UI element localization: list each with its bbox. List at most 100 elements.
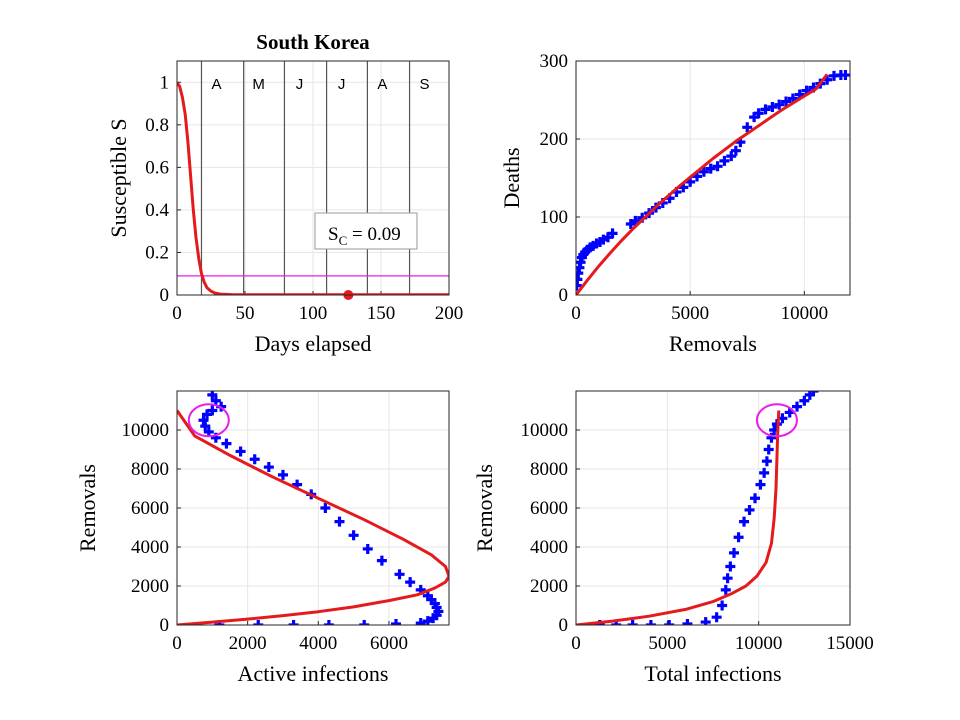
data-point xyxy=(725,561,736,572)
data-point xyxy=(348,530,359,541)
data-point xyxy=(712,161,723,172)
y-tick-label: 0.4 xyxy=(145,200,169,221)
chart-3-removals-vs-active: 0 2000 4000 6000 0 2000 4000 6000 8000 10000 Activ… xyxy=(75,390,450,686)
x-axis-label: Total infections xyxy=(644,661,781,686)
data-point xyxy=(362,543,373,554)
data-point xyxy=(664,620,675,625)
data-point xyxy=(210,395,221,406)
plot-area xyxy=(177,391,449,625)
threshold-value: = 0.09 xyxy=(347,224,400,245)
data-point xyxy=(711,612,722,623)
model-curve xyxy=(576,410,781,625)
data-point xyxy=(722,573,733,584)
chart-title: South Korea xyxy=(256,30,370,54)
data-point xyxy=(799,395,810,406)
y-tick-label: 0.8 xyxy=(145,115,169,136)
data-point xyxy=(249,454,260,465)
data-point xyxy=(759,467,770,478)
x-tick-label: 150 xyxy=(367,303,396,324)
x-axis-label: Removals xyxy=(669,331,757,356)
data-point xyxy=(630,215,641,226)
y-axis-label: Susceptible S xyxy=(106,118,131,237)
x-axis-label: Active infections xyxy=(238,661,389,686)
data-point xyxy=(729,547,740,558)
data-point xyxy=(767,102,778,113)
data-point xyxy=(202,409,213,420)
x-tick-label: 6000 xyxy=(370,633,408,654)
y-tick-label: 10000 xyxy=(122,420,170,441)
data-point xyxy=(207,405,218,416)
month-label: M xyxy=(252,76,265,93)
y-tick-label: 2000 xyxy=(530,576,568,597)
data-point xyxy=(717,600,728,611)
axes-frame xyxy=(575,390,851,626)
x-tick-label: 15000 xyxy=(826,633,874,654)
data-point xyxy=(750,493,761,504)
month-label: A xyxy=(211,76,221,93)
x-tick-label: 50 xyxy=(236,303,255,324)
data-point xyxy=(405,577,416,588)
data-point xyxy=(207,391,218,400)
data-point xyxy=(422,590,433,601)
data-point xyxy=(781,96,792,107)
x-tick-label: 0 xyxy=(571,303,581,324)
x-axis-label: Days elapsed xyxy=(255,331,372,356)
x-tick-label: 10000 xyxy=(735,633,783,654)
data-point xyxy=(744,504,755,515)
data-point xyxy=(760,104,771,115)
y-tick-label: 8000 xyxy=(131,459,169,480)
data-point xyxy=(682,619,693,625)
y-tick-label: 100 xyxy=(540,207,569,228)
y-tick-label: 4000 xyxy=(530,537,568,558)
y-axis-label: Deaths xyxy=(499,147,524,208)
data-point xyxy=(253,620,264,625)
data-point xyxy=(726,151,737,162)
axes-frame xyxy=(575,60,851,296)
data-point xyxy=(235,446,246,457)
data-point xyxy=(742,122,753,133)
threshold-subscript: C xyxy=(339,233,348,248)
data-point xyxy=(700,617,711,625)
data-point xyxy=(263,462,274,473)
y-tick-label: 0.2 xyxy=(145,242,169,263)
y-tick-label: 10000 xyxy=(521,420,569,441)
y-axis-label: Removals xyxy=(75,464,100,552)
threshold-symbol: S xyxy=(328,224,339,245)
y-tick-label: 0 xyxy=(160,615,170,636)
y-tick-label: 0 xyxy=(559,285,569,306)
month-label: J xyxy=(296,76,304,93)
y-tick-label: 8000 xyxy=(530,459,568,480)
data-point xyxy=(394,569,405,580)
data-point xyxy=(277,469,288,480)
data-point xyxy=(359,620,370,625)
month-label: S xyxy=(420,76,430,93)
x-tick-label: 10000 xyxy=(781,303,829,324)
data-point xyxy=(627,620,638,625)
data-point xyxy=(808,391,819,396)
data-point xyxy=(720,584,731,595)
data-point xyxy=(719,155,730,166)
data-point xyxy=(705,163,716,174)
y-tick-label: 0 xyxy=(559,615,569,636)
model-curve xyxy=(576,73,829,295)
x-tick-label: 4000 xyxy=(299,633,337,654)
data-point xyxy=(221,438,232,449)
data-point xyxy=(200,421,211,432)
plot-area xyxy=(576,70,850,295)
data-point xyxy=(645,620,656,625)
data-point xyxy=(730,145,741,156)
y-tick-label: 300 xyxy=(540,51,569,72)
data-point xyxy=(733,532,744,543)
y-tick-label: 0 xyxy=(160,285,170,306)
x-tick-label: 5000 xyxy=(671,303,709,324)
y-tick-label: 6000 xyxy=(131,498,169,519)
chart-2-deaths-vs-removals: 0 5000 10000 0 100 200 300 Removals Deaths xyxy=(499,51,851,356)
month-label: A xyxy=(377,76,387,93)
y-tick-label: 4000 xyxy=(131,537,169,558)
threshold-annotation-box xyxy=(314,212,418,250)
data-point xyxy=(774,99,785,110)
data-point xyxy=(334,516,345,527)
data-point xyxy=(323,620,334,625)
chart-4-removals-vs-total: 0 5000 10000 15000 0 2000 4000 6000 8000 10000 Tot… xyxy=(472,390,874,686)
data-point xyxy=(607,228,618,239)
